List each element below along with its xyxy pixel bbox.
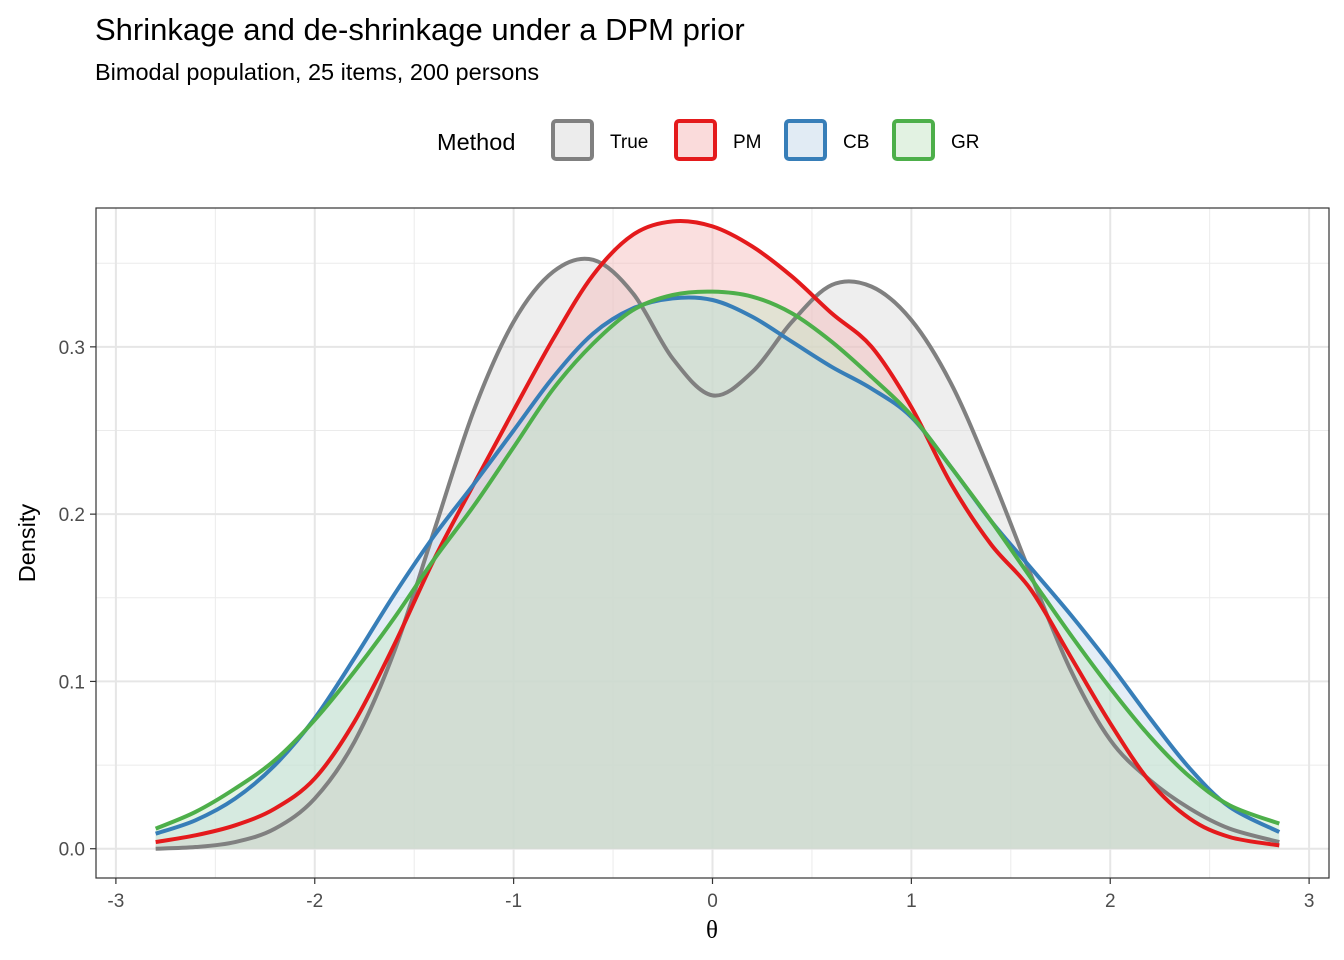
x-tick-label: -3	[107, 891, 124, 912]
x-tick-label: -1	[505, 891, 522, 912]
legend: Method True PM CB GR	[437, 119, 980, 161]
area-pm	[155, 220, 1280, 849]
density-lines	[154, 218, 1281, 851]
y-axis: 0.0 0.1 0.2 0.3	[59, 338, 96, 861]
y-tick-label: 0.2	[59, 505, 85, 526]
chart-title: Shrinkage and de-shrinkage under a DPM p…	[95, 12, 745, 47]
area-true	[155, 258, 1280, 849]
legend-key-pm	[674, 119, 717, 161]
y-axis-title: Density	[14, 504, 40, 583]
x-tick-label: 2	[1105, 891, 1116, 912]
density-fills	[155, 220, 1280, 849]
legend-label-gr: GR	[951, 132, 980, 153]
legend-label-pm: PM	[733, 132, 762, 153]
legend-key-cb	[784, 119, 827, 161]
x-tick-label: 3	[1304, 891, 1315, 912]
y-tick-label: 0.0	[59, 840, 85, 861]
x-tick-label: -2	[306, 891, 323, 912]
area-cb	[155, 297, 1280, 849]
line-cb	[155, 295, 1281, 836]
x-tick-label: 0	[707, 891, 718, 912]
y-tick-label: 0.1	[59, 672, 85, 693]
plot-area: -3 -2 -1 0 1 2 3 0.0 0.1 0.2 0.3	[59, 207, 1330, 912]
legend-key-true	[551, 119, 594, 161]
area-gr	[155, 291, 1280, 849]
legend-key-gr	[892, 119, 935, 161]
x-axis: -3 -2 -1 0 1 2 3	[107, 878, 1314, 912]
legend-title: Method	[437, 129, 515, 155]
line-true	[155, 256, 1280, 851]
x-axis-title: θ	[706, 917, 718, 944]
legend-label-cb: CB	[843, 132, 869, 153]
line-gr	[154, 289, 1280, 831]
chart-subtitle: Bimodal population, 25 items, 200 person…	[95, 59, 539, 85]
line-pm	[155, 218, 1280, 848]
y-tick-label: 0.3	[59, 338, 85, 359]
x-tick-label: 1	[906, 891, 917, 912]
legend-label-true: True	[610, 132, 648, 153]
